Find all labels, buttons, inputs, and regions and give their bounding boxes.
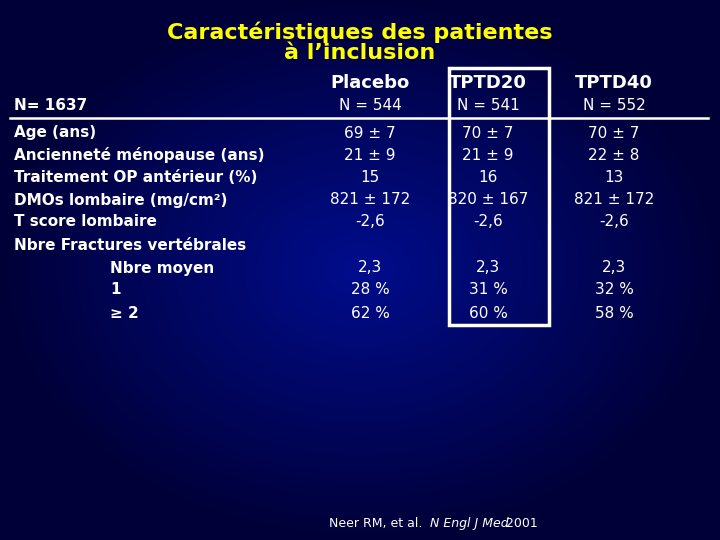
Text: Placebo: Placebo <box>330 74 410 92</box>
Text: TPTD40: TPTD40 <box>575 74 653 92</box>
Text: Nbre Fractures vertébrales: Nbre Fractures vertébrales <box>14 238 246 253</box>
Text: 821 ± 172: 821 ± 172 <box>574 192 654 207</box>
Text: 69 ± 7: 69 ± 7 <box>344 125 396 140</box>
Text: 31 %: 31 % <box>469 282 508 298</box>
Text: T score lombaire: T score lombaire <box>14 214 157 230</box>
Text: N= 1637: N= 1637 <box>14 98 87 113</box>
Text: 58 %: 58 % <box>595 306 634 321</box>
Text: -2,6: -2,6 <box>355 214 385 230</box>
Text: 16: 16 <box>478 170 498 185</box>
Text: 70 ± 7: 70 ± 7 <box>462 125 513 140</box>
Text: 21 ± 9: 21 ± 9 <box>344 147 396 163</box>
Text: Ancienneté ménopause (ans): Ancienneté ménopause (ans) <box>14 147 264 163</box>
Text: 62 %: 62 % <box>351 306 390 321</box>
Text: 821 ± 172: 821 ± 172 <box>330 192 410 207</box>
Text: N = 552: N = 552 <box>582 98 645 113</box>
Text: 32 %: 32 % <box>595 282 634 298</box>
Text: 28 %: 28 % <box>351 282 390 298</box>
Text: Nbre moyen: Nbre moyen <box>110 260 215 275</box>
Text: 15: 15 <box>361 170 379 185</box>
Text: 1: 1 <box>110 282 120 298</box>
Text: à l’inclusion: à l’inclusion <box>284 43 436 63</box>
Text: DMOs lombaire (mg/cm²): DMOs lombaire (mg/cm²) <box>14 192 228 207</box>
Text: N Engl J Med: N Engl J Med <box>430 517 508 530</box>
Text: 820 ± 167: 820 ± 167 <box>448 192 528 207</box>
Bar <box>449 68 549 325</box>
Text: Caractéristiques des patientes: Caractéristiques des patientes <box>167 21 553 43</box>
Text: Traitement OP antérieur (%): Traitement OP antérieur (%) <box>14 170 257 185</box>
Text: 13: 13 <box>604 170 624 185</box>
Text: -2,6: -2,6 <box>473 214 503 230</box>
Text: 70 ± 7: 70 ± 7 <box>588 125 639 140</box>
Text: N = 544: N = 544 <box>338 98 401 113</box>
Text: 2,3: 2,3 <box>358 260 382 275</box>
Text: TPTD20: TPTD20 <box>449 74 527 92</box>
Text: 2001: 2001 <box>502 517 538 530</box>
Text: ≥ 2: ≥ 2 <box>110 306 139 321</box>
Text: 2,3: 2,3 <box>602 260 626 275</box>
Text: 22 ± 8: 22 ± 8 <box>588 147 639 163</box>
Text: Neer RM, et al.: Neer RM, et al. <box>328 517 430 530</box>
Text: -2,6: -2,6 <box>599 214 629 230</box>
Text: Age (ans): Age (ans) <box>14 125 96 140</box>
Text: 2,3: 2,3 <box>476 260 500 275</box>
Text: N = 541: N = 541 <box>456 98 519 113</box>
Text: 21 ± 9: 21 ± 9 <box>462 147 514 163</box>
Text: 60 %: 60 % <box>469 306 508 321</box>
